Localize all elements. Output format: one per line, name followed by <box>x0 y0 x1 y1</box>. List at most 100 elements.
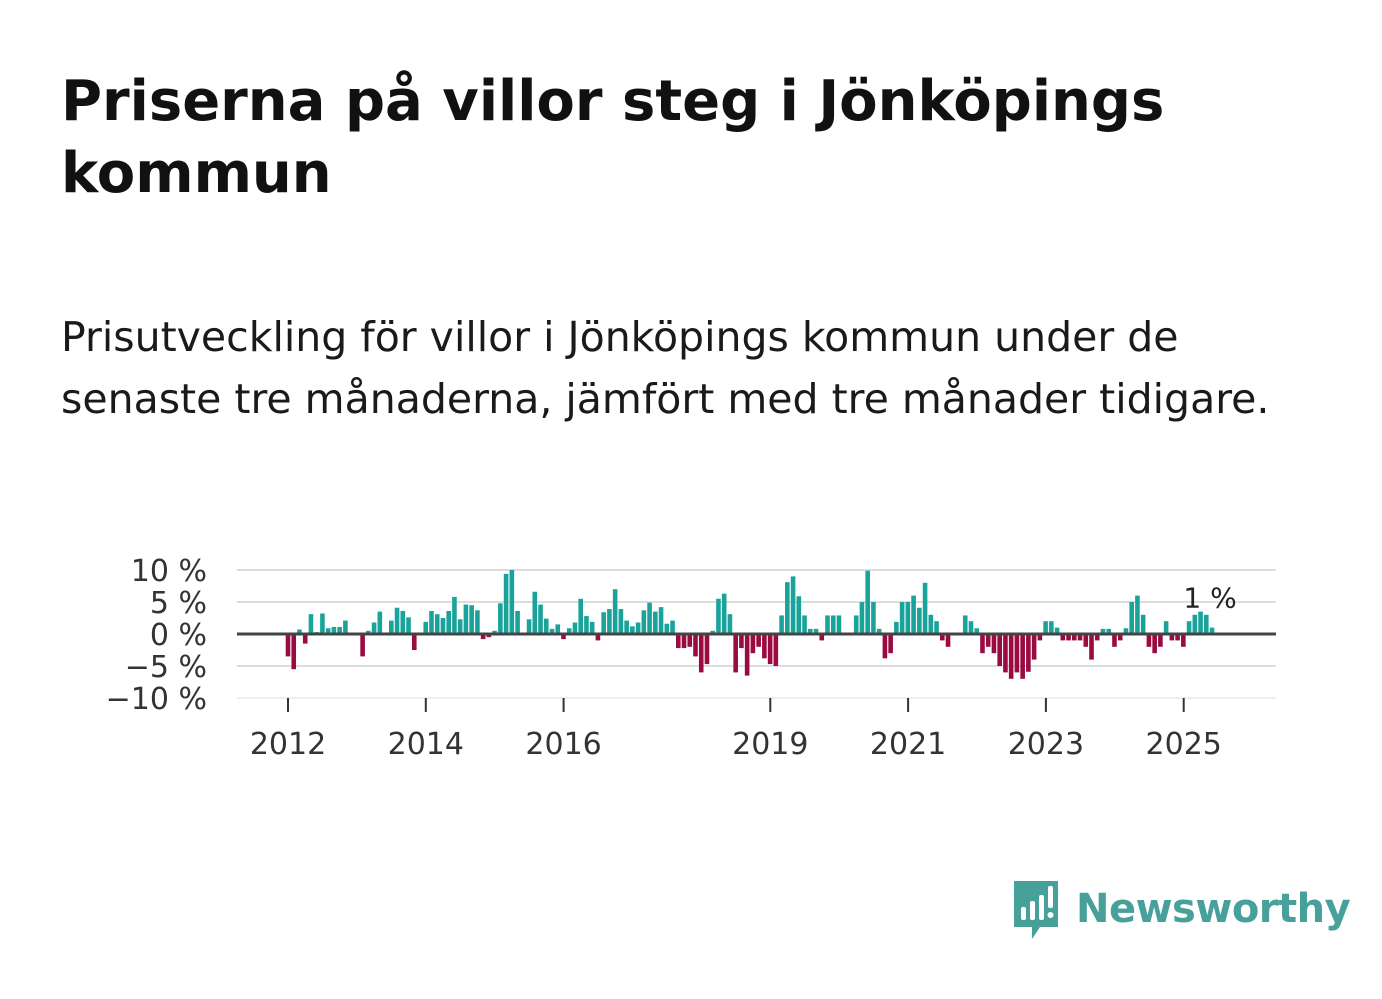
bar <box>1106 628 1112 634</box>
bar <box>377 611 383 634</box>
bar <box>320 613 325 634</box>
bar <box>1169 634 1175 641</box>
last-value-label: 1 % <box>1183 582 1236 615</box>
bar <box>1100 628 1106 634</box>
bar <box>1060 634 1066 641</box>
bar <box>486 634 492 638</box>
bar <box>1083 634 1089 647</box>
bar <box>285 634 291 657</box>
bar <box>1123 628 1129 634</box>
bar <box>945 634 951 647</box>
bar <box>1112 634 1117 647</box>
bar <box>635 622 641 634</box>
bar <box>302 634 308 644</box>
bar <box>980 634 985 654</box>
bar <box>871 602 876 634</box>
bar <box>773 634 779 666</box>
bar-chart: 10 %5 %0 %−5 %−10 % 2012 2014 2016 2019 2021… <box>106 554 1276 762</box>
bar <box>515 610 520 634</box>
bar <box>865 570 870 634</box>
y-tick-label: −5 % <box>125 650 207 685</box>
x-tick-label: 2012 <box>250 727 326 762</box>
bar <box>446 610 452 634</box>
bar <box>647 602 652 634</box>
brand-logo: Newsworthy <box>1010 876 1351 942</box>
annotations: 1 % <box>1183 582 1236 615</box>
bar <box>601 612 606 634</box>
bar <box>807 628 813 634</box>
bar <box>1198 611 1203 634</box>
bar <box>429 610 434 634</box>
bar <box>739 634 744 649</box>
bar <box>905 602 911 634</box>
bar <box>498 603 503 634</box>
bar <box>767 634 773 665</box>
bar <box>578 598 584 634</box>
bar <box>400 610 406 634</box>
bar <box>532 591 538 634</box>
y-tick-label: 5 % <box>150 586 207 621</box>
bar <box>653 611 658 634</box>
bar <box>1077 634 1083 641</box>
bar <box>762 634 767 659</box>
bar <box>297 629 302 634</box>
bar <box>480 634 486 640</box>
bar <box>991 634 997 654</box>
bar <box>716 598 721 634</box>
bar <box>1129 602 1134 634</box>
bar <box>934 621 939 634</box>
bar <box>1192 614 1198 634</box>
bar <box>687 634 693 647</box>
bar <box>882 634 888 659</box>
bar <box>526 619 532 634</box>
bar <box>325 628 331 634</box>
bar <box>836 615 842 634</box>
x-tick-label: 2019 <box>732 727 808 762</box>
bar <box>1146 634 1152 647</box>
bar <box>985 634 991 647</box>
chart-title: Priserna på villor steg i Jönköpings kom… <box>61 69 1165 206</box>
bar <box>750 634 756 654</box>
bar <box>819 634 825 641</box>
bar <box>555 624 561 634</box>
x-axis: 2012 2014 2016 2019 2021 2023 2025 <box>250 698 1222 762</box>
chart-subtitle: Prisutveckling för villor i Jönköpings k… <box>61 313 1270 423</box>
bar <box>928 614 934 634</box>
bar <box>389 620 394 634</box>
bar <box>1071 634 1077 641</box>
bar <box>939 634 945 641</box>
bar <box>830 615 836 634</box>
bar <box>509 570 515 634</box>
bar <box>360 634 365 657</box>
bar <box>1175 634 1180 641</box>
x-tick-label: 2025 <box>1146 727 1222 762</box>
bar <box>1181 634 1186 647</box>
bar <box>1037 634 1043 641</box>
bar <box>1031 634 1037 660</box>
x-tick-label: 2021 <box>870 727 946 762</box>
bar <box>1158 634 1163 647</box>
bar <box>968 621 974 634</box>
bar <box>595 634 601 641</box>
bar <box>503 573 509 634</box>
bar <box>911 595 916 634</box>
y-axis-labels: 10 %5 %0 %−5 %−10 % <box>106 554 207 717</box>
bar <box>922 582 928 634</box>
bar <box>561 634 566 640</box>
bar <box>1117 634 1123 641</box>
bar <box>411 634 417 650</box>
bar <box>291 634 297 670</box>
bar <box>790 576 796 634</box>
bar <box>1043 621 1048 634</box>
bar <box>876 628 882 634</box>
bar <box>1066 634 1071 641</box>
bar <box>1049 621 1054 634</box>
bar <box>779 615 784 634</box>
bar <box>1209 627 1215 634</box>
bar <box>1008 634 1014 679</box>
bar <box>813 628 819 634</box>
bar <box>1140 614 1146 634</box>
bar <box>492 630 497 634</box>
bar <box>612 589 618 634</box>
bar <box>618 609 624 634</box>
